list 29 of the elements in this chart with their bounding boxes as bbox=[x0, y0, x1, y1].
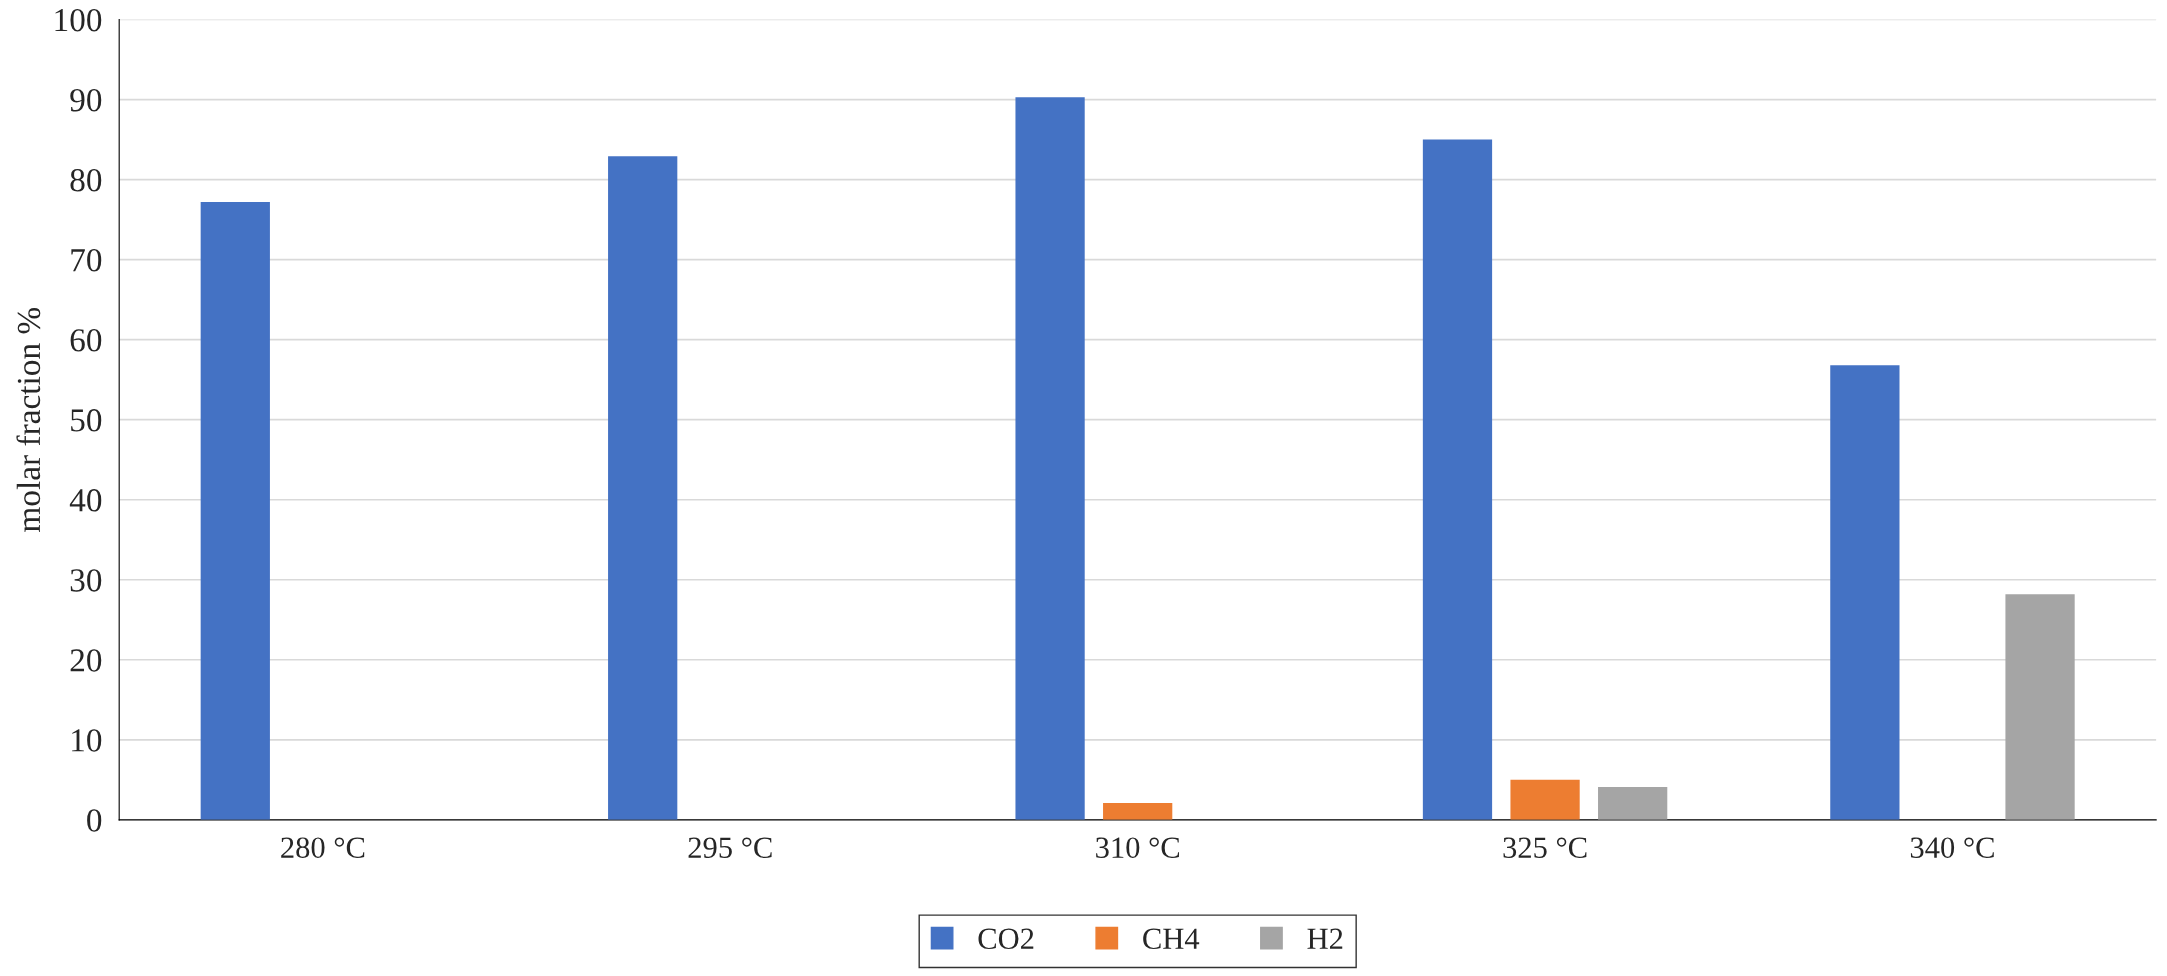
legend-label: CH4 bbox=[1143, 928, 1200, 950]
bar bbox=[2005, 594, 2075, 820]
y-tick-label: 60 bbox=[70, 329, 102, 352]
y-tick-label: 90 bbox=[70, 88, 102, 112]
y-tick-label: 40 bbox=[69, 489, 102, 512]
bar bbox=[608, 156, 678, 820]
bar bbox=[200, 201, 270, 820]
bar bbox=[1015, 97, 1085, 820]
y-axis-title: molar fraction % bbox=[16, 307, 41, 532]
bar bbox=[1598, 787, 1668, 820]
y-tick-label: 80 bbox=[70, 168, 102, 192]
y-tick-label: 20 bbox=[70, 649, 102, 672]
y-tick-label: 70 bbox=[71, 249, 102, 272]
bar bbox=[1830, 365, 1900, 820]
legend-label: H2 bbox=[1307, 928, 1343, 949]
bar bbox=[1103, 803, 1173, 820]
y-tick-label: 10 bbox=[72, 729, 102, 752]
x-tick-label: 310 °C bbox=[1096, 837, 1180, 859]
x-tick-label: 340 °C bbox=[1910, 837, 1994, 859]
y-tick-label: 100 bbox=[55, 8, 102, 32]
bar bbox=[1422, 139, 1493, 820]
x-tick-label: 280 °C bbox=[281, 837, 365, 859]
y-tick-label: 50 bbox=[71, 409, 102, 432]
legend-label: CO2 bbox=[978, 928, 1034, 950]
x-tick-label: 325 °C bbox=[1503, 837, 1587, 859]
x-tick-label: 295 °C bbox=[688, 837, 772, 859]
y-tick-label: 30 bbox=[70, 569, 102, 592]
bar bbox=[1510, 779, 1580, 820]
y-tick-label: 0 bbox=[87, 809, 102, 832]
